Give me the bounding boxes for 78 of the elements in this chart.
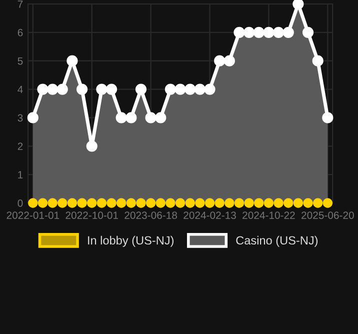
point [37, 84, 48, 95]
point [126, 112, 137, 124]
point [145, 112, 156, 124]
point [244, 198, 254, 208]
point [322, 112, 334, 124]
point [56, 84, 68, 95]
point [76, 84, 88, 95]
point [87, 198, 97, 208]
point [27, 112, 38, 124]
point [38, 198, 48, 208]
point [96, 198, 107, 208]
point [185, 198, 195, 208]
point [204, 84, 216, 95]
point [174, 84, 186, 95]
x-tick-label: 2023-06-18 [124, 212, 178, 219]
point [293, 198, 304, 208]
point [224, 55, 235, 66]
point [204, 198, 215, 208]
y-tick-label: 5 [18, 57, 23, 65]
point [116, 112, 127, 124]
point [96, 84, 108, 95]
point [195, 198, 205, 208]
x-tick-label: 2024-10-22 [242, 212, 295, 219]
x-tick-label: 2022-10-01 [66, 212, 118, 219]
point [146, 198, 156, 208]
point [126, 198, 136, 208]
y-tick-label: 4 [18, 86, 23, 94]
point [214, 198, 224, 208]
point [244, 26, 255, 38]
point [136, 198, 146, 208]
point [66, 55, 78, 66]
point [234, 198, 244, 208]
point [77, 198, 87, 208]
point [166, 198, 176, 208]
point [86, 140, 98, 152]
point [303, 198, 313, 208]
point [156, 198, 166, 208]
point [28, 198, 38, 208]
point [264, 198, 274, 208]
y-tick-label: 1 [18, 171, 23, 178]
y-tick-label: 3 [18, 114, 23, 122]
point [106, 84, 118, 95]
x-tick-label: 2024-02-13 [184, 212, 236, 219]
point [116, 198, 126, 208]
point [312, 55, 324, 66]
point [67, 198, 78, 208]
legend-label: Casino (US-NJ) [236, 236, 318, 247]
point [282, 26, 294, 38]
point [292, 0, 304, 10]
point [254, 198, 264, 208]
point [58, 198, 68, 208]
point [214, 55, 226, 66]
point [322, 198, 333, 208]
point [47, 84, 58, 95]
y-tick-label: 0 [18, 200, 23, 207]
point [284, 198, 294, 208]
point [263, 26, 274, 38]
point [106, 198, 116, 208]
x-tick-label: 2025-06-20 [302, 212, 354, 219]
point [224, 198, 234, 208]
point [272, 26, 284, 38]
legend-label: In lobby (US-NJ) [88, 236, 174, 247]
point [155, 112, 166, 124]
point [312, 198, 323, 208]
point [175, 198, 186, 208]
x-tick-label: 2022-01-01 [6, 212, 60, 219]
point [253, 26, 264, 38]
y-tick-label: 7 [18, 0, 23, 8]
point [234, 26, 245, 38]
point [135, 84, 147, 95]
y-tick-label: 2 [18, 142, 23, 150]
y-tick-label: 6 [18, 28, 23, 36]
point [274, 198, 284, 208]
point [184, 84, 196, 95]
point [302, 26, 314, 38]
point [164, 84, 176, 95]
point [48, 198, 58, 208]
point [194, 84, 206, 95]
